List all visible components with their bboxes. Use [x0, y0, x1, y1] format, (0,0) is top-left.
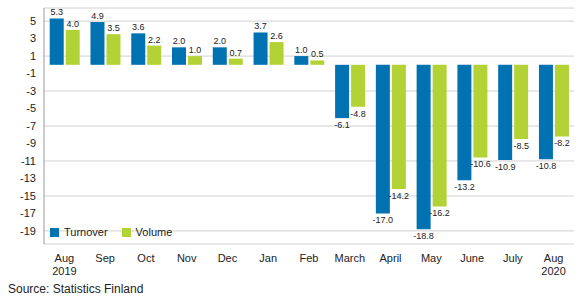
svg-text:Nov: Nov — [177, 252, 197, 264]
svg-text:5: 5 — [30, 15, 36, 27]
svg-text:April: April — [380, 252, 402, 264]
svg-text:-19: -19 — [20, 225, 36, 237]
svg-text:-7: -7 — [26, 120, 36, 132]
svg-text:2.2: 2.2 — [148, 35, 161, 45]
svg-text:-10.9: -10.9 — [495, 162, 516, 172]
svg-text:-5: -5 — [26, 102, 36, 114]
svg-text:2.0: 2.0 — [214, 36, 227, 46]
svg-text:May: May — [421, 252, 442, 264]
svg-text:Feb: Feb — [300, 252, 319, 264]
svg-text:March: March — [334, 252, 365, 264]
svg-text:-8.5: -8.5 — [513, 141, 529, 151]
svg-text:3: 3 — [30, 32, 36, 44]
svg-text:2.6: 2.6 — [270, 31, 283, 41]
svg-text:-13: -13 — [20, 172, 36, 184]
svg-text:0.5: 0.5 — [311, 49, 324, 59]
svg-text:-3: -3 — [26, 85, 36, 97]
svg-text:July: July — [503, 252, 523, 264]
svg-text:-10.8: -10.8 — [536, 161, 557, 171]
svg-text:0.7: 0.7 — [230, 48, 243, 58]
html-text:Volume: Volume — [135, 226, 173, 238]
svg-text:3.6: 3.6 — [132, 22, 145, 32]
svg-text:5.3: 5.3 — [50, 7, 63, 17]
svg-text:-13.2: -13.2 — [454, 182, 475, 192]
svg-text:-17.0: -17.0 — [373, 215, 394, 225]
svg-text:-1: -1 — [26, 67, 36, 79]
svg-text:Aug2019: Aug2019 — [52, 252, 76, 277]
svg-text:Dec: Dec — [218, 252, 238, 264]
svg-text:-8.2: -8.2 — [554, 138, 570, 148]
svg-text:1.0: 1.0 — [189, 45, 202, 55]
svg-text:1.0: 1.0 — [295, 45, 308, 55]
svg-text:-14.2: -14.2 — [389, 191, 410, 201]
svg-text:Jan: Jan — [259, 252, 277, 264]
svg-text:3.7: 3.7 — [254, 21, 267, 31]
svg-text:-6.1: -6.1 — [334, 120, 350, 130]
html-text:Source: Statistics Finland: Source: Statistics Finland — [8, 282, 144, 296]
svg-text:June: June — [460, 252, 484, 264]
svg-text:-17: -17 — [20, 207, 36, 219]
svg-text:2.0: 2.0 — [173, 36, 186, 46]
svg-text:4.9: 4.9 — [91, 11, 104, 21]
svg-text:-9: -9 — [26, 137, 36, 149]
svg-text:-11: -11 — [21, 155, 36, 167]
svg-text:Oct: Oct — [137, 252, 154, 264]
svg-text:4.0: 4.0 — [66, 19, 79, 29]
svg-text:-10.6: -10.6 — [470, 159, 491, 169]
svg-text:Sep: Sep — [95, 252, 115, 264]
svg-text:3.5: 3.5 — [107, 23, 120, 33]
svg-text:-15: -15 — [20, 190, 36, 202]
svg-text:-16.2: -16.2 — [429, 208, 450, 218]
svg-text:Aug2020: Aug2020 — [541, 252, 565, 277]
svg-text:-4.8: -4.8 — [350, 109, 366, 119]
svg-text:-18.8: -18.8 — [413, 231, 434, 241]
svg-text:1: 1 — [30, 50, 36, 62]
html-text:Turnover: Turnover — [64, 226, 108, 238]
